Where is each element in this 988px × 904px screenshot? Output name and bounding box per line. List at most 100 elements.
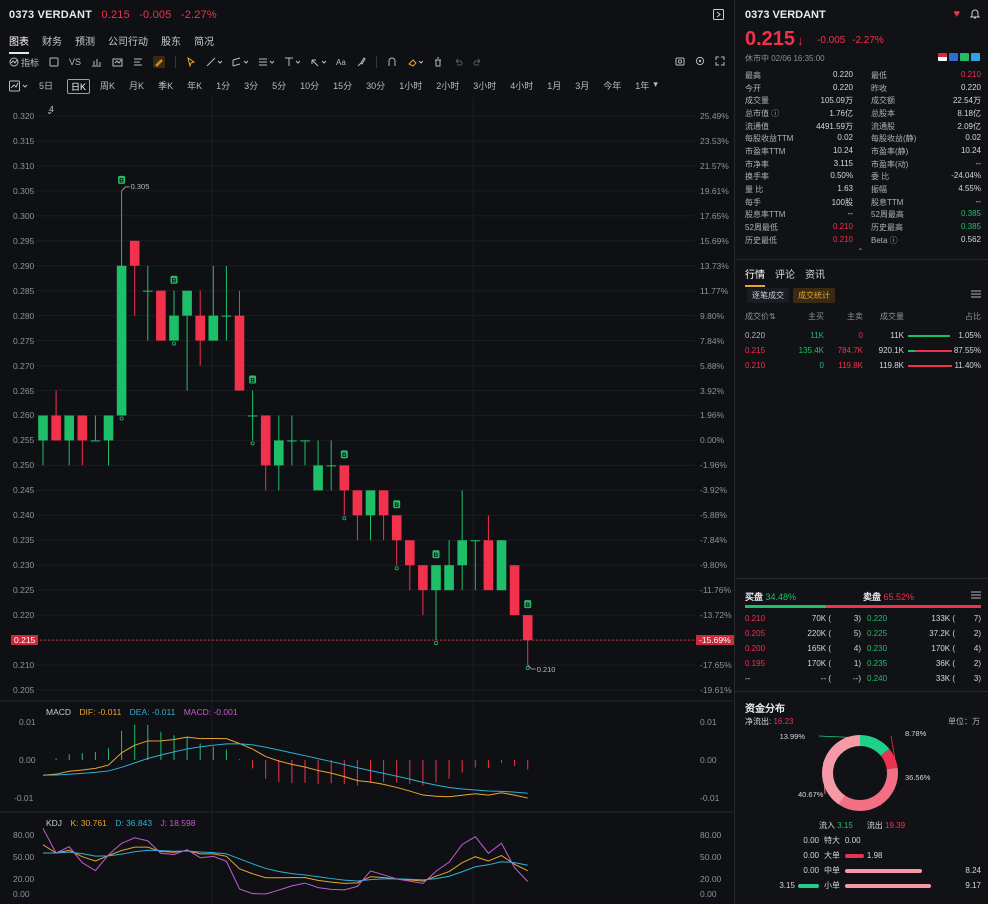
compare-button[interactable]: VS bbox=[69, 57, 82, 67]
measure-icon[interactable] bbox=[284, 57, 301, 67]
chart-type-icon[interactable] bbox=[9, 80, 29, 92]
fullscreen-icon[interactable] bbox=[715, 56, 725, 66]
candle[interactable] bbox=[418, 565, 428, 616]
orderbook-row[interactable]: 0.195 170K (1) 0.235 36K (2) bbox=[745, 656, 981, 671]
trend-line-icon[interactable] bbox=[206, 57, 223, 67]
nav-tab-1[interactable]: 财务 bbox=[42, 37, 62, 48]
text-align-icon[interactable] bbox=[133, 57, 143, 67]
candle[interactable] bbox=[208, 265, 219, 341]
candle[interactable] bbox=[143, 265, 153, 341]
candle[interactable] bbox=[470, 540, 481, 591]
candle[interactable] bbox=[247, 390, 258, 441]
buy-marker-icon[interactable]: B bbox=[393, 500, 401, 571]
cursor-icon[interactable] bbox=[186, 57, 196, 67]
orderbook-row[interactable]: 0.200 165K (4) 0.230 170K (4) bbox=[745, 641, 981, 656]
timeframe-13[interactable]: 2小时 bbox=[436, 80, 460, 91]
channel-icon[interactable] bbox=[232, 57, 249, 67]
candle[interactable] bbox=[326, 440, 336, 491]
timeframe-19[interactable]: 1年 bbox=[635, 80, 650, 91]
candle[interactable] bbox=[365, 490, 376, 541]
timeframe-1[interactable]: 日K bbox=[67, 78, 91, 94]
undo-icon[interactable] bbox=[453, 57, 463, 67]
buy-marker-icon[interactable]: B bbox=[170, 275, 178, 346]
candle[interactable] bbox=[339, 465, 350, 516]
candle[interactable] bbox=[405, 540, 415, 591]
timeframe-11[interactable]: 30分 bbox=[366, 80, 386, 91]
candle[interactable] bbox=[103, 415, 114, 466]
candle[interactable] bbox=[38, 415, 48, 466]
collapse-panel-icon[interactable] bbox=[713, 9, 724, 20]
bar-chart-icon[interactable] bbox=[91, 57, 102, 67]
candle[interactable] bbox=[90, 415, 101, 442]
candle[interactable] bbox=[51, 390, 61, 441]
side-tab-2[interactable]: 资讯 bbox=[805, 270, 825, 281]
orderbook-list-icon[interactable] bbox=[971, 591, 981, 599]
timeframe-5[interactable]: 年K bbox=[187, 80, 203, 91]
eraser-icon[interactable] bbox=[407, 57, 423, 67]
timeframe-3[interactable]: 月K bbox=[129, 80, 145, 91]
magnet-icon[interactable] bbox=[387, 57, 397, 67]
brush-icon[interactable] bbox=[356, 57, 366, 67]
candle[interactable] bbox=[431, 565, 441, 641]
nav-tab-4[interactable]: 股东 bbox=[161, 37, 181, 48]
market-s-icon[interactable] bbox=[971, 53, 980, 61]
candle[interactable] bbox=[274, 415, 284, 491]
candle[interactable] bbox=[483, 515, 494, 591]
candle[interactable] bbox=[221, 265, 232, 341]
nav-tab-2[interactable]: 预测 bbox=[75, 37, 95, 48]
ma-toggle[interactable]: ⌄ bbox=[46, 106, 53, 117]
buy-marker-icon[interactable]: B bbox=[249, 375, 257, 446]
draw-toggle-button[interactable] bbox=[153, 56, 166, 68]
candle[interactable] bbox=[509, 565, 520, 616]
candle[interactable] bbox=[77, 415, 88, 466]
timeframe-6[interactable]: 1分 bbox=[216, 80, 231, 91]
chart-style-icon[interactable] bbox=[49, 57, 59, 67]
us-flag-icon[interactable] bbox=[938, 53, 947, 61]
arrow-tool-icon[interactable] bbox=[310, 57, 327, 67]
trade-subtab-0[interactable]: 逐笔成交 bbox=[747, 288, 789, 303]
orderbook-row[interactable]: 0.205 220K (5) 0.225 37.2K (2) bbox=[745, 626, 981, 641]
candle[interactable] bbox=[522, 615, 533, 666]
timeframe-14[interactable]: 3小时 bbox=[473, 80, 497, 91]
heart-icon[interactable]: ♥ bbox=[953, 8, 960, 20]
candle[interactable] bbox=[156, 290, 166, 341]
timeframe-15[interactable]: 4小时 bbox=[510, 80, 534, 91]
bell-icon[interactable] bbox=[970, 8, 980, 19]
market-c-icon[interactable] bbox=[960, 53, 969, 61]
candle[interactable] bbox=[378, 490, 389, 541]
trade-header[interactable]: 成交价⇅ bbox=[745, 311, 776, 321]
side-tab-1[interactable]: 评论 bbox=[775, 270, 795, 281]
timeframe-2[interactable]: 周K bbox=[100, 80, 116, 91]
trash-icon[interactable] bbox=[433, 57, 443, 67]
timeframe-18[interactable]: 今年 bbox=[603, 80, 622, 91]
candle[interactable] bbox=[64, 415, 74, 466]
timeframe-dropdown-icon[interactable]: ▾ bbox=[653, 78, 658, 89]
trade-subtab-1[interactable]: 成交统计 bbox=[793, 288, 835, 303]
candle[interactable] bbox=[116, 190, 127, 416]
candle[interactable] bbox=[444, 540, 454, 591]
candle[interactable] bbox=[195, 290, 205, 366]
text-tool-icon[interactable]: Aa bbox=[336, 57, 346, 67]
orderbook-row[interactable]: 0.210 70K (3) 0.220 133K (7) bbox=[745, 611, 981, 626]
buy-marker-icon[interactable]: B bbox=[118, 175, 126, 421]
candle[interactable] bbox=[391, 515, 402, 566]
indicator-button[interactable]: 指标 bbox=[9, 56, 39, 69]
side-tab-0[interactable]: 行情 bbox=[745, 266, 765, 287]
timeframe-4[interactable]: 季K bbox=[158, 80, 174, 91]
timeframe-10[interactable]: 15分 bbox=[333, 80, 353, 91]
market-b-icon[interactable] bbox=[949, 53, 958, 61]
buy-marker-icon[interactable]: B bbox=[524, 600, 532, 671]
timeframe-0[interactable]: 5日 bbox=[39, 80, 54, 91]
candle[interactable] bbox=[352, 490, 363, 541]
timeframe-16[interactable]: 1月 bbox=[547, 80, 562, 91]
fibonacci-icon[interactable] bbox=[258, 57, 275, 67]
price-chart[interactable]: B B B B B B B 0.305 0.210 bbox=[0, 97, 733, 904]
list-icon[interactable] bbox=[971, 290, 981, 298]
collapse-chevron-icon[interactable]: ⌃ bbox=[857, 247, 864, 256]
nav-tab-5[interactable]: 简况 bbox=[194, 37, 214, 48]
redo-icon[interactable] bbox=[473, 57, 483, 67]
buy-marker-icon[interactable]: B bbox=[340, 450, 348, 521]
candle[interactable] bbox=[182, 290, 192, 391]
candle[interactable] bbox=[457, 490, 467, 591]
timeframe-12[interactable]: 1小时 bbox=[399, 80, 423, 91]
